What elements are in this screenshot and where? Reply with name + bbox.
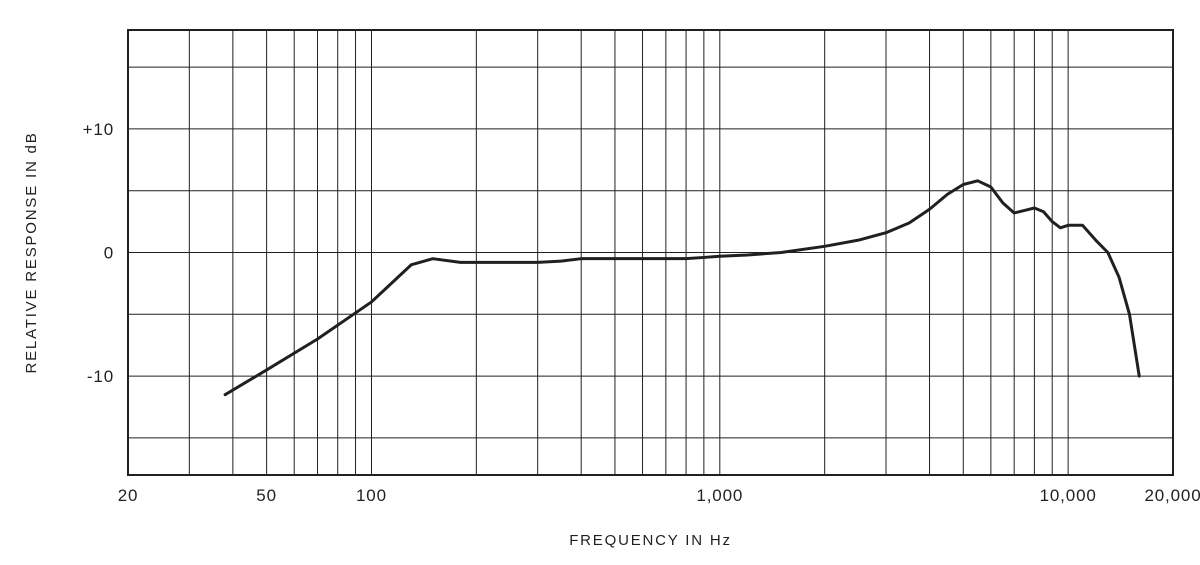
chart-bg bbox=[0, 0, 1200, 565]
y-tick-label: 0 bbox=[104, 244, 114, 263]
x-tick-label: 1,000 bbox=[696, 486, 743, 505]
x-tick-label: 20,000 bbox=[1144, 486, 1200, 505]
y-tick-label: +10 bbox=[83, 120, 114, 139]
x-axis-label: FREQUENCY IN Hz bbox=[569, 532, 732, 549]
y-tick-label: -10 bbox=[87, 367, 114, 386]
x-tick-label: 50 bbox=[256, 486, 277, 505]
x-tick-label: 20 bbox=[118, 486, 139, 505]
y-axis-label: RELATIVE RESPONSE IN dB bbox=[23, 131, 40, 373]
x-tick-label: 100 bbox=[356, 486, 387, 505]
frequency-response-chart: 20 50 100 1,000 10,000 20,000 -10 0 +10 FREQUENCY… bbox=[0, 0, 1200, 565]
x-tick-label: 10,000 bbox=[1040, 486, 1097, 505]
chart-svg: 20 50 100 1,000 10,000 20,000 -10 0 +10 FREQUENCY… bbox=[0, 0, 1200, 565]
